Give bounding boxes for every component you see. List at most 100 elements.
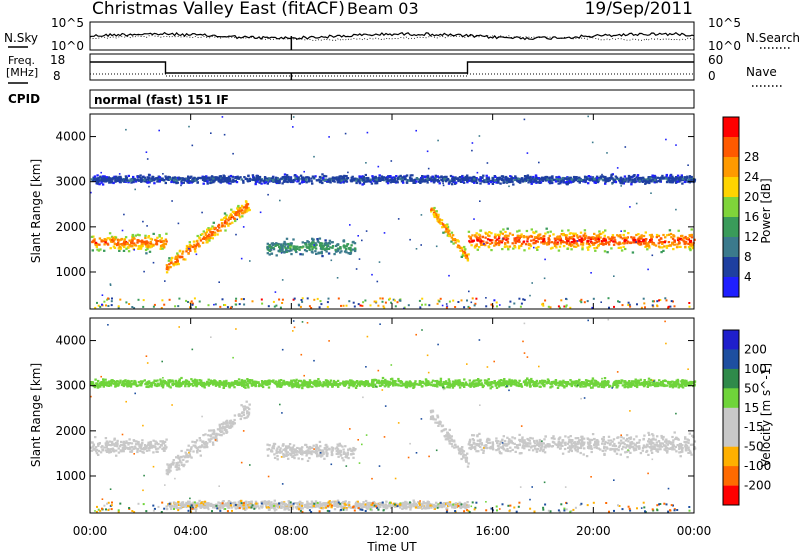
heatmap-cell: [541, 177, 543, 179]
heatmap-cell: [286, 446, 289, 449]
heatmap-cell: [101, 445, 104, 448]
noise-search-label: N.Search: [746, 31, 800, 45]
heatmap-cell: [363, 180, 366, 184]
heatmap-cell: [630, 446, 633, 449]
heatmap-cell: [245, 416, 248, 419]
heatmap-cell: [683, 240, 686, 243]
power-ylabel: Slant Range [km]: [29, 159, 43, 263]
heatmap-cell: [620, 249, 624, 252]
heatmap-cell: [637, 237, 640, 240]
power-colorbar-segment: [723, 257, 739, 278]
heatmap-cell: [571, 237, 574, 240]
heatmap-cell: [622, 245, 625, 248]
heatmap-cell: [285, 249, 288, 252]
heatmap-cell: [320, 247, 323, 250]
heatmap-cell: [479, 242, 483, 245]
heatmap-cell: [327, 242, 330, 245]
heatmap-cell: [444, 175, 447, 178]
heatmap-cell: [587, 243, 591, 246]
heatmap-cell: [511, 448, 514, 451]
heatmap-cell: [474, 445, 477, 448]
heatmap-cell: [123, 238, 126, 241]
heatmap-cell: [438, 176, 441, 179]
heatmap-cell: [273, 305, 276, 308]
heatmap-cell: [529, 244, 533, 248]
heatmap-cell: [314, 242, 317, 245]
heatmap-cell: [165, 271, 169, 274]
heatmap-cell: [619, 236, 622, 239]
heatmap-cell: [498, 178, 501, 181]
heatmap-cell: [663, 444, 666, 447]
heatmap-cell: [208, 229, 211, 232]
heatmap-cell: [534, 236, 537, 239]
heatmap-cell: [619, 246, 622, 249]
freq-right-tick-high: 60: [708, 53, 723, 67]
heatmap-cell: [140, 445, 143, 448]
heatmap-cell: [331, 448, 334, 452]
heatmap-cell: [173, 179, 176, 182]
heatmap-cell: [561, 229, 564, 232]
heatmap-cell: [522, 236, 526, 239]
heatmap-cell: [206, 442, 209, 445]
heatmap-cell: [587, 115, 589, 118]
heatmap-cell: [506, 240, 509, 243]
heatmap-cell: [690, 233, 693, 236]
heatmap-cell: [438, 182, 441, 185]
heatmap-cell: [247, 180, 250, 183]
heatmap-cell: [688, 450, 692, 453]
heatmap-cell: [553, 242, 556, 245]
heatmap-cell: [401, 176, 404, 179]
heatmap-cell: [518, 438, 521, 441]
heatmap-cell: [324, 448, 327, 451]
heatmap-cell: [469, 443, 472, 446]
heatmap-cell: [586, 177, 589, 180]
noise-left-tick-low: 10^0: [51, 39, 84, 53]
heatmap-cell: [246, 412, 249, 415]
heatmap-cell: [276, 177, 280, 180]
heatmap-cell: [447, 230, 450, 233]
heatmap-cell: [569, 306, 572, 309]
heatmap-cell: [663, 440, 667, 443]
heatmap-cell: [634, 448, 638, 451]
noise-search-trace: [89, 35, 695, 42]
heatmap-cell: [656, 450, 660, 453]
heatmap-cell: [531, 449, 535, 452]
heatmap-cell: [514, 246, 517, 249]
heatmap-cell: [652, 442, 655, 445]
heatmap-cell: [212, 433, 216, 436]
heatmap-cell: [342, 240, 346, 243]
heatmap-cell: [628, 303, 631, 306]
heatmap-cell: [335, 176, 338, 179]
heatmap-cell: [301, 458, 304, 461]
heatmap-cell: [576, 446, 579, 449]
heatmap-cell: [335, 178, 339, 181]
heatmap-cell: [458, 176, 462, 179]
heatmap-cell: [591, 241, 594, 245]
heatmap-cell: [647, 242, 650, 245]
heatmap-cell: [236, 211, 239, 214]
heatmap-cell: [533, 445, 537, 448]
heatmap-cell: [399, 178, 403, 181]
heatmap-cell: [511, 442, 514, 445]
heatmap-cell: [638, 445, 641, 448]
heatmap-cell: [572, 179, 575, 182]
heatmap-cell: [116, 177, 119, 180]
heatmap-cell: [525, 235, 528, 238]
heatmap-cell: [340, 453, 343, 456]
heatmap-cell: [542, 240, 545, 243]
heatmap-cell: [202, 178, 206, 181]
heatmap-cell: [159, 247, 162, 250]
heatmap-cell: [336, 448, 340, 451]
heatmap-cell: [238, 216, 242, 219]
heatmap-cell: [349, 179, 352, 182]
heatmap-cell: [482, 449, 485, 452]
heatmap-cell: [541, 179, 545, 182]
heatmap-cell: [457, 301, 460, 303]
heatmap-cell: [143, 180, 146, 183]
heatmap-cell: [232, 178, 235, 181]
heatmap-cell: [181, 250, 185, 253]
heatmap-cell: [578, 177, 581, 180]
heatmap-cell: [337, 444, 340, 447]
heatmap-cell: [445, 227, 448, 230]
heatmap-cell: [100, 177, 103, 180]
